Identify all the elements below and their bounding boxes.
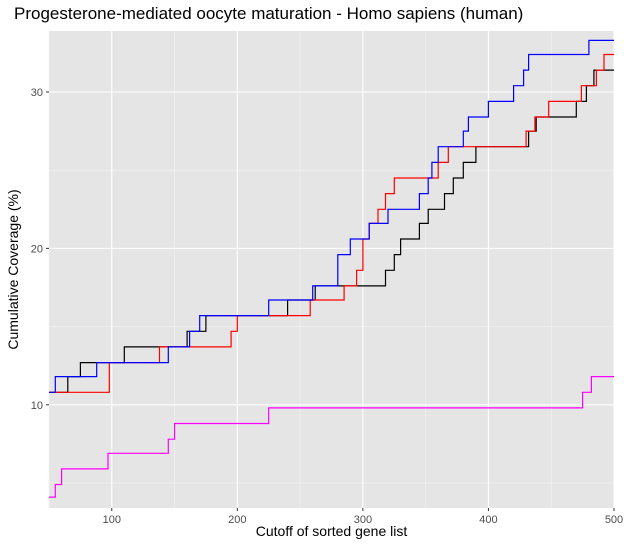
series-line-4 bbox=[49, 376, 614, 498]
y-tick-label: 30 bbox=[31, 87, 43, 99]
x-tick-label: 300 bbox=[354, 514, 372, 526]
y-axis: 10 20 30 bbox=[31, 87, 49, 412]
x-tick-label: 200 bbox=[228, 514, 246, 526]
series-line-3 bbox=[49, 39, 614, 393]
chart-title: Progesterone-mediated oocyte maturation … bbox=[14, 4, 524, 23]
plot-panel bbox=[49, 31, 614, 508]
x-axis: 100 200 300 400 500 bbox=[103, 508, 623, 526]
series-layer bbox=[49, 39, 614, 498]
grid-minor bbox=[48, 31, 614, 508]
y-axis-title: Cumulative Coverage (%) bbox=[5, 189, 21, 349]
x-tick-label: 400 bbox=[479, 514, 497, 526]
y-tick-label: 10 bbox=[31, 400, 43, 412]
x-tick-label: 100 bbox=[103, 514, 121, 526]
series-line-2 bbox=[49, 53, 614, 393]
y-tick-label: 20 bbox=[31, 243, 43, 255]
x-tick-label: 500 bbox=[605, 514, 623, 526]
series-line-1 bbox=[49, 69, 614, 393]
x-axis-title: Cutoff of sorted gene list bbox=[256, 523, 408, 539]
